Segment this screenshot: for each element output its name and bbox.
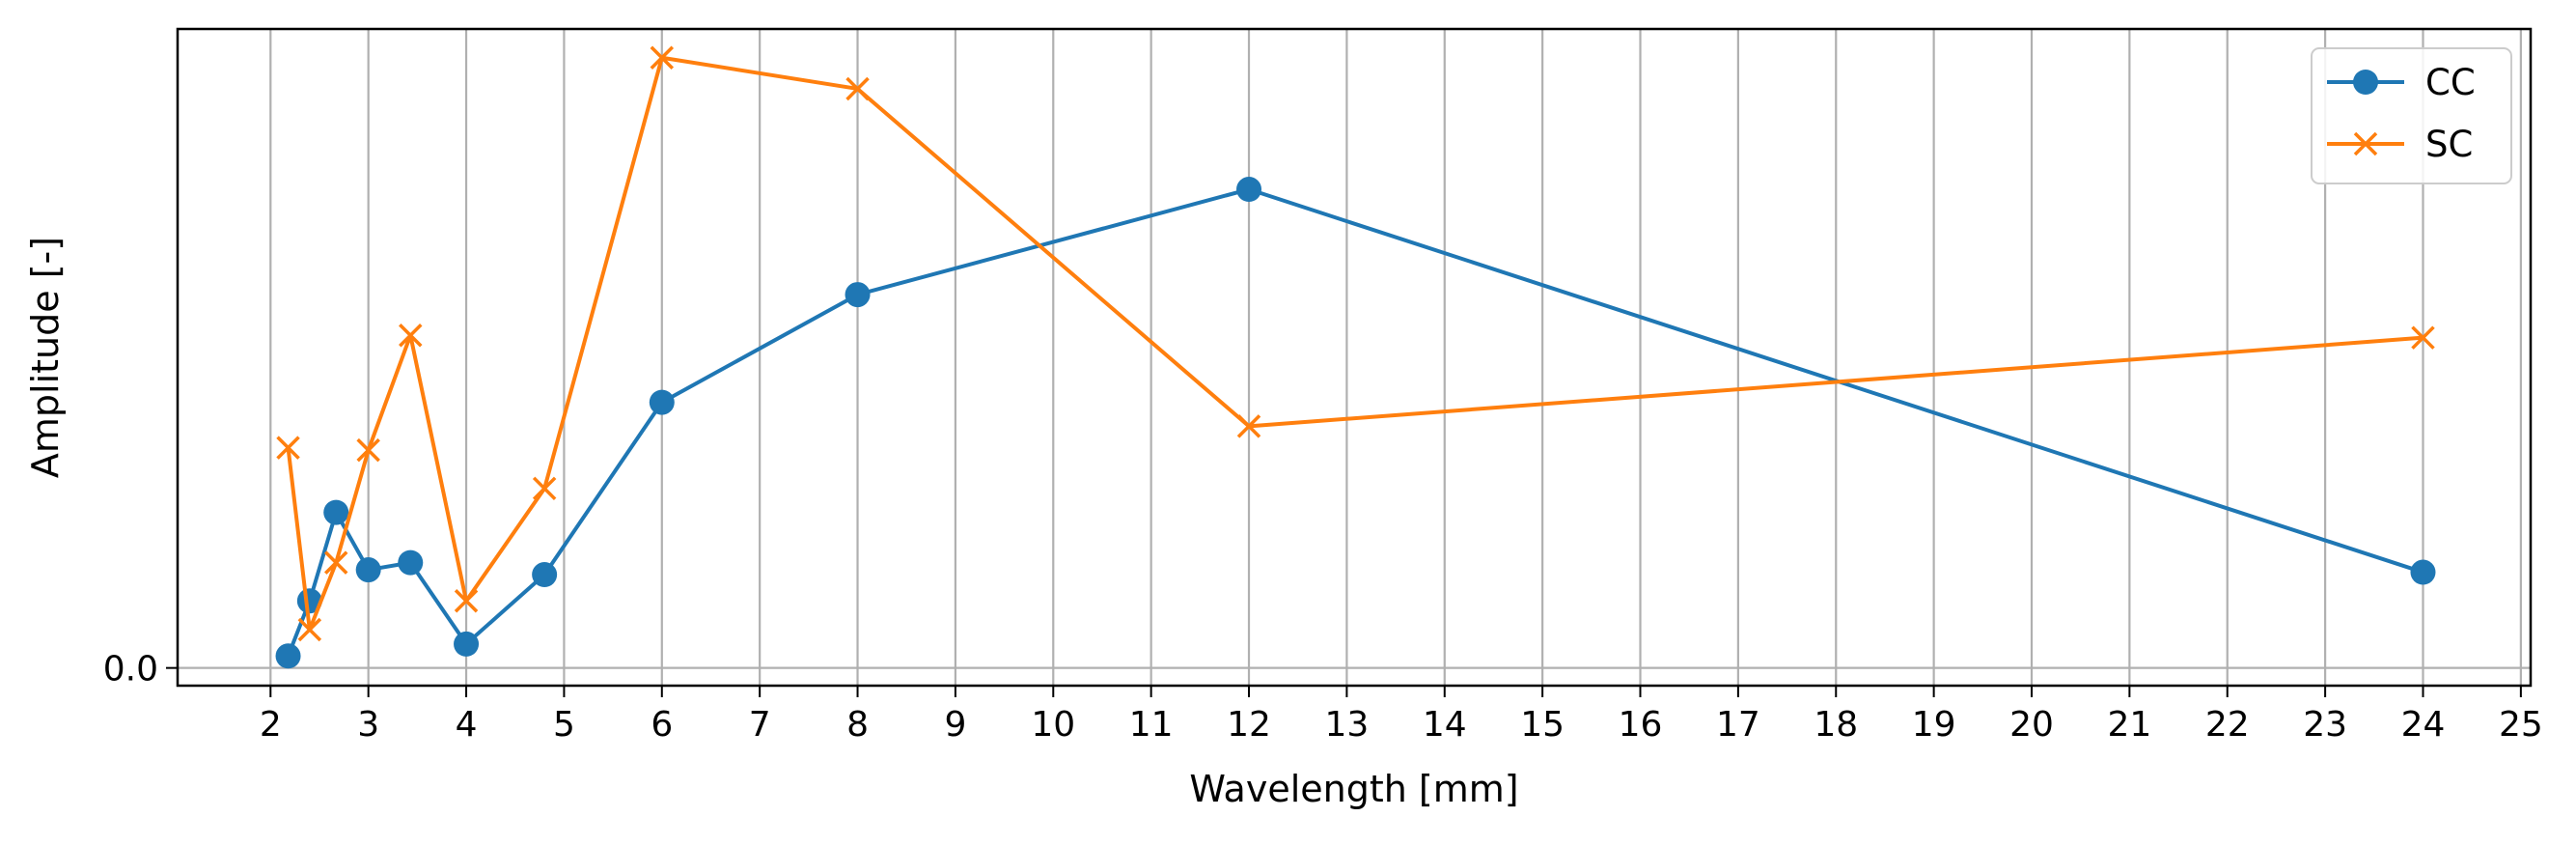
data-point-cc: [296, 588, 322, 614]
x-tick-label: 14: [1423, 705, 1467, 745]
data-point-sc: [297, 617, 322, 642]
x-tick-label: 15: [1520, 705, 1565, 745]
x-tick-label: 24: [2401, 705, 2446, 745]
data-point-cc: [454, 631, 480, 657]
data-point-cc: [532, 562, 558, 588]
data-point-sc: [2411, 325, 2435, 350]
x-tick-label: 25: [2499, 705, 2543, 745]
x-tick-label: 12: [1227, 705, 1271, 745]
x-tick-label: 6: [651, 705, 673, 745]
x-tick-label: 19: [1912, 705, 1956, 745]
x-tick-label: 13: [1324, 705, 1369, 745]
legend: CC SC: [2311, 47, 2512, 184]
y-tick-label: 0.0: [103, 650, 158, 690]
y-axis-label: Amplitude [-]: [24, 237, 67, 478]
x-tick-label: 4: [456, 705, 478, 745]
data-point-sc: [356, 437, 380, 463]
x-tick-label: 9: [944, 705, 966, 745]
x-tick-label: 17: [1716, 705, 1760, 745]
data-point-sc: [650, 45, 675, 70]
data-point-cc: [1236, 177, 1262, 203]
x-tick-label: 21: [2107, 705, 2151, 745]
data-point-sc: [1236, 414, 1261, 438]
data-point-cc: [398, 549, 424, 576]
data-point-sc: [323, 550, 348, 575]
data-point-sc: [532, 476, 557, 501]
series-line-sc: [286, 55, 2424, 633]
x-tick-label: 2: [260, 705, 282, 745]
legend-label-cc: CC: [2425, 62, 2476, 103]
x-tick-label: 5: [553, 705, 575, 745]
axes: 2 3 4 5 6 7 8 9 10 11 12 13 14 15 16 17 18 19 20 21 22 23 24 25…: [24, 27, 2543, 810]
plot-frame: [176, 27, 2533, 688]
legend-marker-sc: [2353, 131, 2378, 156]
legend-marker-cc: [2353, 70, 2378, 95]
data-point-cc: [323, 499, 349, 525]
x-tick-label: 8: [846, 705, 869, 745]
x-tick-label: 7: [749, 705, 771, 745]
x-tick-label: 11: [1129, 705, 1174, 745]
x-tick-label: 10: [1031, 705, 1075, 745]
data-point-sc: [276, 436, 300, 460]
legend-label-sc: SC: [2425, 124, 2473, 165]
legend-box: [2311, 47, 2512, 184]
x-tick-label: 22: [2205, 705, 2250, 745]
x-tick-label: 18: [1814, 705, 1858, 745]
series-lines: [275, 45, 2436, 669]
data-point-sc: [845, 76, 870, 101]
data-point-cc: [649, 389, 675, 415]
x-axis-label: Wavelength [mm]: [1189, 768, 1518, 810]
data-point-sc: [399, 323, 423, 348]
data-point-sc: [454, 589, 479, 613]
x-tick-label: 23: [2303, 705, 2347, 745]
data-point-cc: [845, 282, 871, 308]
x-tick-label: 20: [2009, 705, 2054, 745]
x-tick-label: 3: [357, 705, 379, 745]
x-tick-label: 16: [1619, 705, 1663, 745]
data-point-cc: [355, 557, 381, 583]
data-point-cc: [275, 643, 301, 669]
data-point-cc: [2410, 559, 2436, 585]
